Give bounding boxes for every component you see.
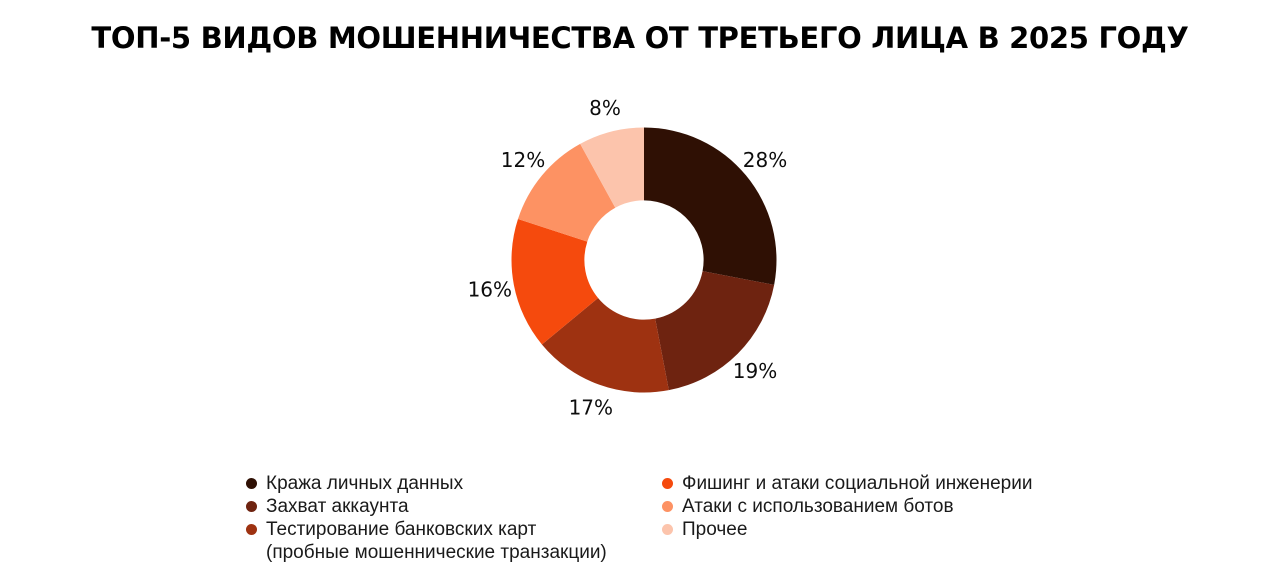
legend-bullet-icon: [246, 478, 257, 489]
legend-label: Кража личных данных: [266, 473, 464, 494]
legend-item: Тестирование банковских карт (пробные мош…: [246, 518, 646, 564]
legend-label: Фишинг и атаки социальной инженерии: [682, 473, 1033, 494]
slice-value-label: 19%: [733, 359, 777, 383]
donut-chart-svg: 28% 19% 17% 16% 12% 8%: [468, 96, 788, 420]
legend-bullet-icon: [246, 524, 257, 535]
legend-column-left: Кража личных данных Захват аккаунта Тестир…: [246, 472, 646, 564]
slice-value-label: 8%: [589, 96, 621, 120]
legend-item: Кража личных данных: [246, 472, 646, 495]
legend-item: Фишинг и атаки социальной инженерии: [662, 472, 1082, 495]
slice-value-label: 12%: [501, 148, 545, 172]
legend-label: Тестирование банковских карт (пробные мош…: [266, 519, 607, 563]
legend-label: Захват аккаунта: [266, 496, 409, 517]
donut-slice-1: [644, 127, 777, 285]
legend-item: Захват аккаунта: [246, 495, 646, 518]
legend-bullet-icon: [662, 524, 673, 535]
legend-bullet-icon: [662, 501, 673, 512]
donut-slice-4: [511, 219, 599, 345]
legend-label: Атаки с использованием ботов: [682, 496, 954, 517]
donut-slice-5: [517, 143, 616, 242]
donut-slice-2: [655, 271, 775, 391]
slice-value-label: 28%: [743, 148, 787, 172]
donut-chart: 28% 19% 17% 16% 12% 8%: [384, 90, 904, 430]
slice-value-label: 17%: [569, 396, 613, 420]
donut-slice-6: [580, 127, 644, 208]
legend-bullet-icon: [246, 501, 257, 512]
donut-slice-3: [541, 298, 669, 393]
chart-title: ТОП-5 ВИДОВ МОШЕННИЧЕСТВА ОТ ТРЕТЬЕГО ЛИ…: [91, 21, 1189, 55]
legend-label: Прочее: [682, 519, 748, 540]
legend-item: Прочее: [662, 518, 1082, 541]
slice-value-label: 16%: [468, 277, 512, 301]
legend-column-right: Фишинг и атаки социальной инженерии Атаки…: [662, 472, 1082, 541]
legend-item: Атаки с использованием ботов: [662, 495, 1082, 518]
legend-bullet-icon: [662, 478, 673, 489]
